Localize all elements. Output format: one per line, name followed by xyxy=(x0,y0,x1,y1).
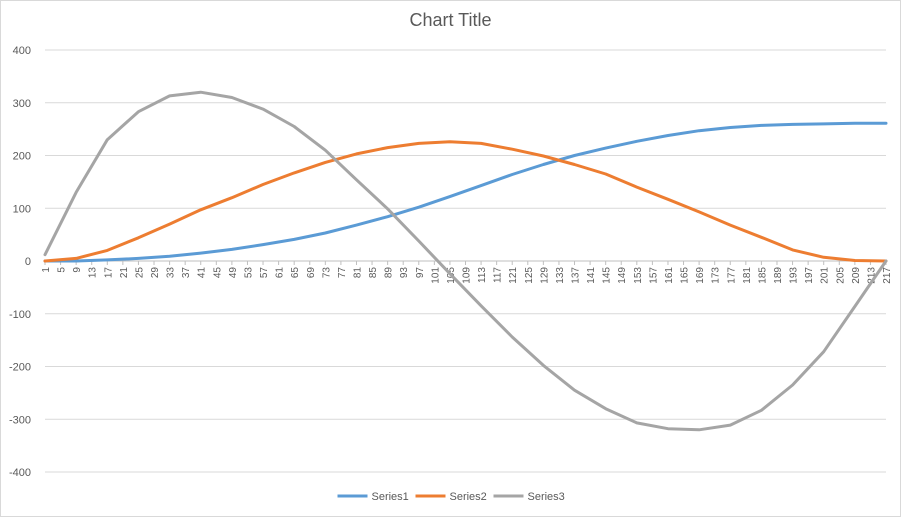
x-tick-label: 161 xyxy=(664,267,675,284)
x-tick-label: 193 xyxy=(789,267,800,284)
x-tick-label: 9 xyxy=(72,267,83,273)
x-tick-label: 65 xyxy=(290,267,301,279)
x-tick-label: 85 xyxy=(368,267,379,279)
x-tick-label: 217 xyxy=(882,267,893,284)
x-tick-label: 57 xyxy=(259,267,270,279)
x-tick-label: 81 xyxy=(352,267,363,279)
x-tick-label: 185 xyxy=(757,267,768,284)
x-tick-label: 33 xyxy=(166,267,177,279)
y-tick-label: -400 xyxy=(9,467,31,479)
x-tick-label: 129 xyxy=(539,267,550,284)
x-tick-label: 133 xyxy=(555,267,566,284)
x-tick-label: 89 xyxy=(384,267,395,279)
x-tick-label: 53 xyxy=(243,267,254,279)
x-tick-label: 157 xyxy=(648,267,659,284)
x-tick-label: 61 xyxy=(275,267,286,279)
x-tick-label: 13 xyxy=(88,267,99,279)
x-tick-label: 149 xyxy=(617,267,628,284)
x-tick-label: 17 xyxy=(103,267,114,279)
x-tick-label: 165 xyxy=(680,267,691,284)
y-tick-label: -100 xyxy=(9,309,31,321)
y-tick-label: 100 xyxy=(13,203,31,215)
x-tick-label: 101 xyxy=(430,267,441,284)
x-tick-label: 121 xyxy=(508,267,519,284)
y-tick-label: 0 xyxy=(25,256,31,268)
legend-label: Series3 xyxy=(528,491,565,503)
y-tick-label: -300 xyxy=(9,414,31,426)
x-tick-label: 69 xyxy=(306,267,317,279)
x-tick-label: 45 xyxy=(212,267,223,279)
y-tick-label: 400 xyxy=(13,45,31,57)
x-tick-label: 109 xyxy=(462,267,473,284)
legend-label: Series1 xyxy=(372,491,409,503)
x-tick-label: 201 xyxy=(820,267,831,284)
x-tick-label: 153 xyxy=(633,267,644,284)
x-tick-label: 177 xyxy=(726,267,737,284)
x-tick-label: 73 xyxy=(321,267,332,279)
series-lines xyxy=(43,90,888,432)
x-tick-label: 49 xyxy=(228,267,239,279)
legend: Series1 Series2 Series3 xyxy=(337,491,565,503)
x-tick-label: 213 xyxy=(866,267,877,284)
x-axis-ticks: 1 5 9 13 17 21 25 29 33 37 41 45 49 53 57 61 65 69 73 77 81 8… xyxy=(41,261,893,284)
legend-label: Series2 xyxy=(450,491,487,503)
y-tick-label: -200 xyxy=(9,362,31,374)
x-tick-label: 189 xyxy=(773,267,784,284)
x-tick-label: 181 xyxy=(742,267,753,284)
x-tick-label: 141 xyxy=(586,267,597,284)
y-tick-label: 200 xyxy=(13,151,31,163)
x-tick-label: 173 xyxy=(711,267,722,284)
x-tick-label: 29 xyxy=(150,267,161,279)
x-tick-label: 77 xyxy=(337,267,348,279)
x-tick-label: 113 xyxy=(477,267,488,283)
x-tick-label: 197 xyxy=(804,267,815,284)
series-line-series1 xyxy=(43,121,888,263)
x-tick-label: 5 xyxy=(57,267,68,273)
x-tick-label: 209 xyxy=(851,267,862,284)
x-tick-label: 93 xyxy=(399,267,410,279)
x-tick-label: 169 xyxy=(695,267,706,284)
x-tick-label: 41 xyxy=(197,267,208,279)
series-line-series3 xyxy=(43,90,888,432)
series-line-series2 xyxy=(43,140,888,263)
x-tick-label: 37 xyxy=(181,267,192,279)
chart-title: Chart Title xyxy=(409,10,492,30)
y-axis-ticks: 400 300 200 100 0 -100 -200 -300 -400 xyxy=(9,45,31,479)
x-tick-label: 1 xyxy=(41,267,52,273)
x-tick-label: 137 xyxy=(571,267,582,284)
x-tick-label: 117 xyxy=(493,267,504,283)
x-tick-label: 125 xyxy=(524,267,535,284)
x-tick-label: 205 xyxy=(835,267,846,284)
x-tick-label: 97 xyxy=(415,267,426,279)
x-tick-label: 25 xyxy=(134,267,145,279)
y-tick-label: 300 xyxy=(13,98,31,110)
x-tick-label: 145 xyxy=(602,267,613,284)
x-tick-label: 21 xyxy=(119,267,130,279)
